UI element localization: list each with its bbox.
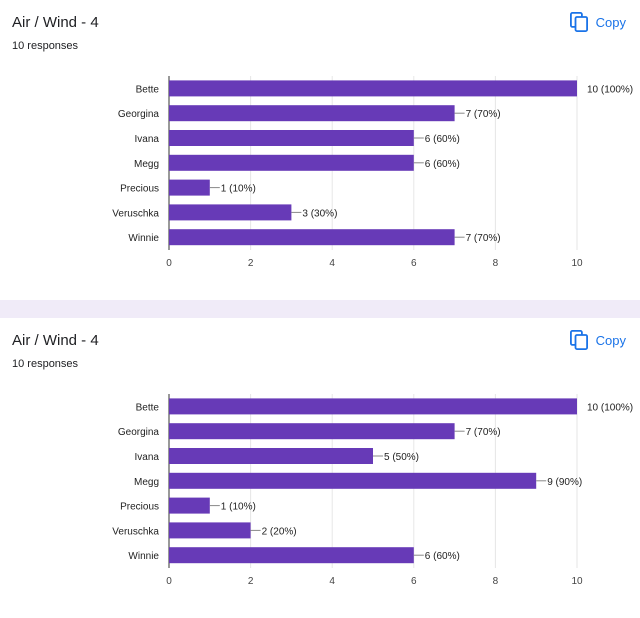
bar-chart: 0 2 4 6 8 10 Bette 10 (100%) Georgina 7 (70%) Ivan…	[112, 394, 633, 587]
value-label: 6 (60%)	[425, 159, 460, 170]
value-label: 5 (50%)	[384, 452, 419, 463]
x-tick-label: 6	[411, 576, 417, 587]
value-label: 7 (70%)	[466, 109, 501, 120]
response-count: 10 responses	[12, 40, 79, 52]
x-tick-label: 4	[329, 258, 335, 269]
category-label: Ivana	[135, 452, 160, 463]
x-tick-label: 0	[166, 576, 172, 587]
chart-card-1: Air / Wind - 4 10 responses Copy 0 2 4 6 8 10…	[0, 0, 640, 300]
copy-button[interactable]: Copy	[569, 330, 626, 350]
value-label: 2 (20%)	[262, 526, 297, 537]
value-label: 1 (10%)	[221, 502, 256, 513]
bar	[169, 522, 251, 539]
bar	[169, 130, 414, 146]
card-title: Air / Wind - 4	[12, 14, 99, 31]
value-label: 6 (60%)	[425, 551, 460, 562]
value-label: 10 (100%)	[587, 84, 633, 95]
bar	[169, 105, 455, 122]
x-tick-label: 2	[248, 576, 254, 587]
x-tick-label: 2	[248, 258, 254, 269]
x-tick-label: 8	[493, 258, 499, 269]
category-label: Georgina	[118, 109, 160, 120]
copy-icon	[569, 12, 588, 32]
chart-card-2: Air / Wind - 4 10 responses Copy 0 2 4 6 8 10…	[0, 318, 640, 618]
copy-icon	[569, 330, 588, 350]
bar	[169, 497, 210, 514]
x-tick-label: 8	[493, 576, 499, 587]
x-tick-label: 10	[571, 258, 583, 269]
value-label: 7 (70%)	[466, 233, 501, 244]
x-tick-label: 10	[571, 576, 583, 587]
bar	[169, 154, 414, 171]
value-label: 6 (60%)	[425, 134, 460, 145]
category-label: Precious	[120, 184, 159, 195]
category-label: Veruschka	[112, 526, 159, 537]
category-label: Precious	[120, 502, 159, 513]
category-label: Megg	[134, 477, 159, 488]
bar-chart: 0 2 4 6 8 10 Bette 10 (100%) Georgina 7 (70%) Ivan…	[112, 76, 633, 269]
response-count: 10 responses	[12, 358, 79, 370]
value-label: 7 (70%)	[466, 427, 501, 438]
category-label: Megg	[134, 159, 159, 170]
copy-label: Copy	[595, 332, 626, 348]
category-label: Bette	[136, 84, 160, 95]
bar	[169, 398, 577, 415]
bar	[169, 179, 210, 196]
category-label: Ivana	[135, 134, 160, 145]
x-tick-label: 4	[329, 576, 335, 587]
bar	[169, 80, 577, 97]
value-label: 1 (10%)	[221, 184, 256, 195]
category-label: Georgina	[118, 427, 160, 438]
copy-label: Copy	[595, 14, 626, 30]
card-title: Air / Wind - 4	[12, 332, 99, 349]
category-label: Bette	[136, 402, 160, 413]
bar	[169, 204, 292, 221]
bar	[169, 448, 373, 464]
value-label: 9 (90%)	[547, 477, 582, 488]
section-divider	[0, 300, 640, 318]
x-tick-label: 0	[166, 258, 172, 269]
bar	[169, 547, 414, 564]
bar	[169, 229, 455, 246]
x-tick-label: 6	[411, 258, 417, 269]
category-label: Winnie	[128, 551, 159, 562]
copy-button[interactable]: Copy	[569, 12, 626, 32]
category-label: Veruschka	[112, 208, 159, 219]
value-label: 10 (100%)	[587, 402, 633, 413]
value-label: 3 (30%)	[302, 208, 337, 219]
bar	[169, 472, 537, 489]
bar	[169, 423, 455, 440]
category-label: Winnie	[128, 233, 159, 244]
